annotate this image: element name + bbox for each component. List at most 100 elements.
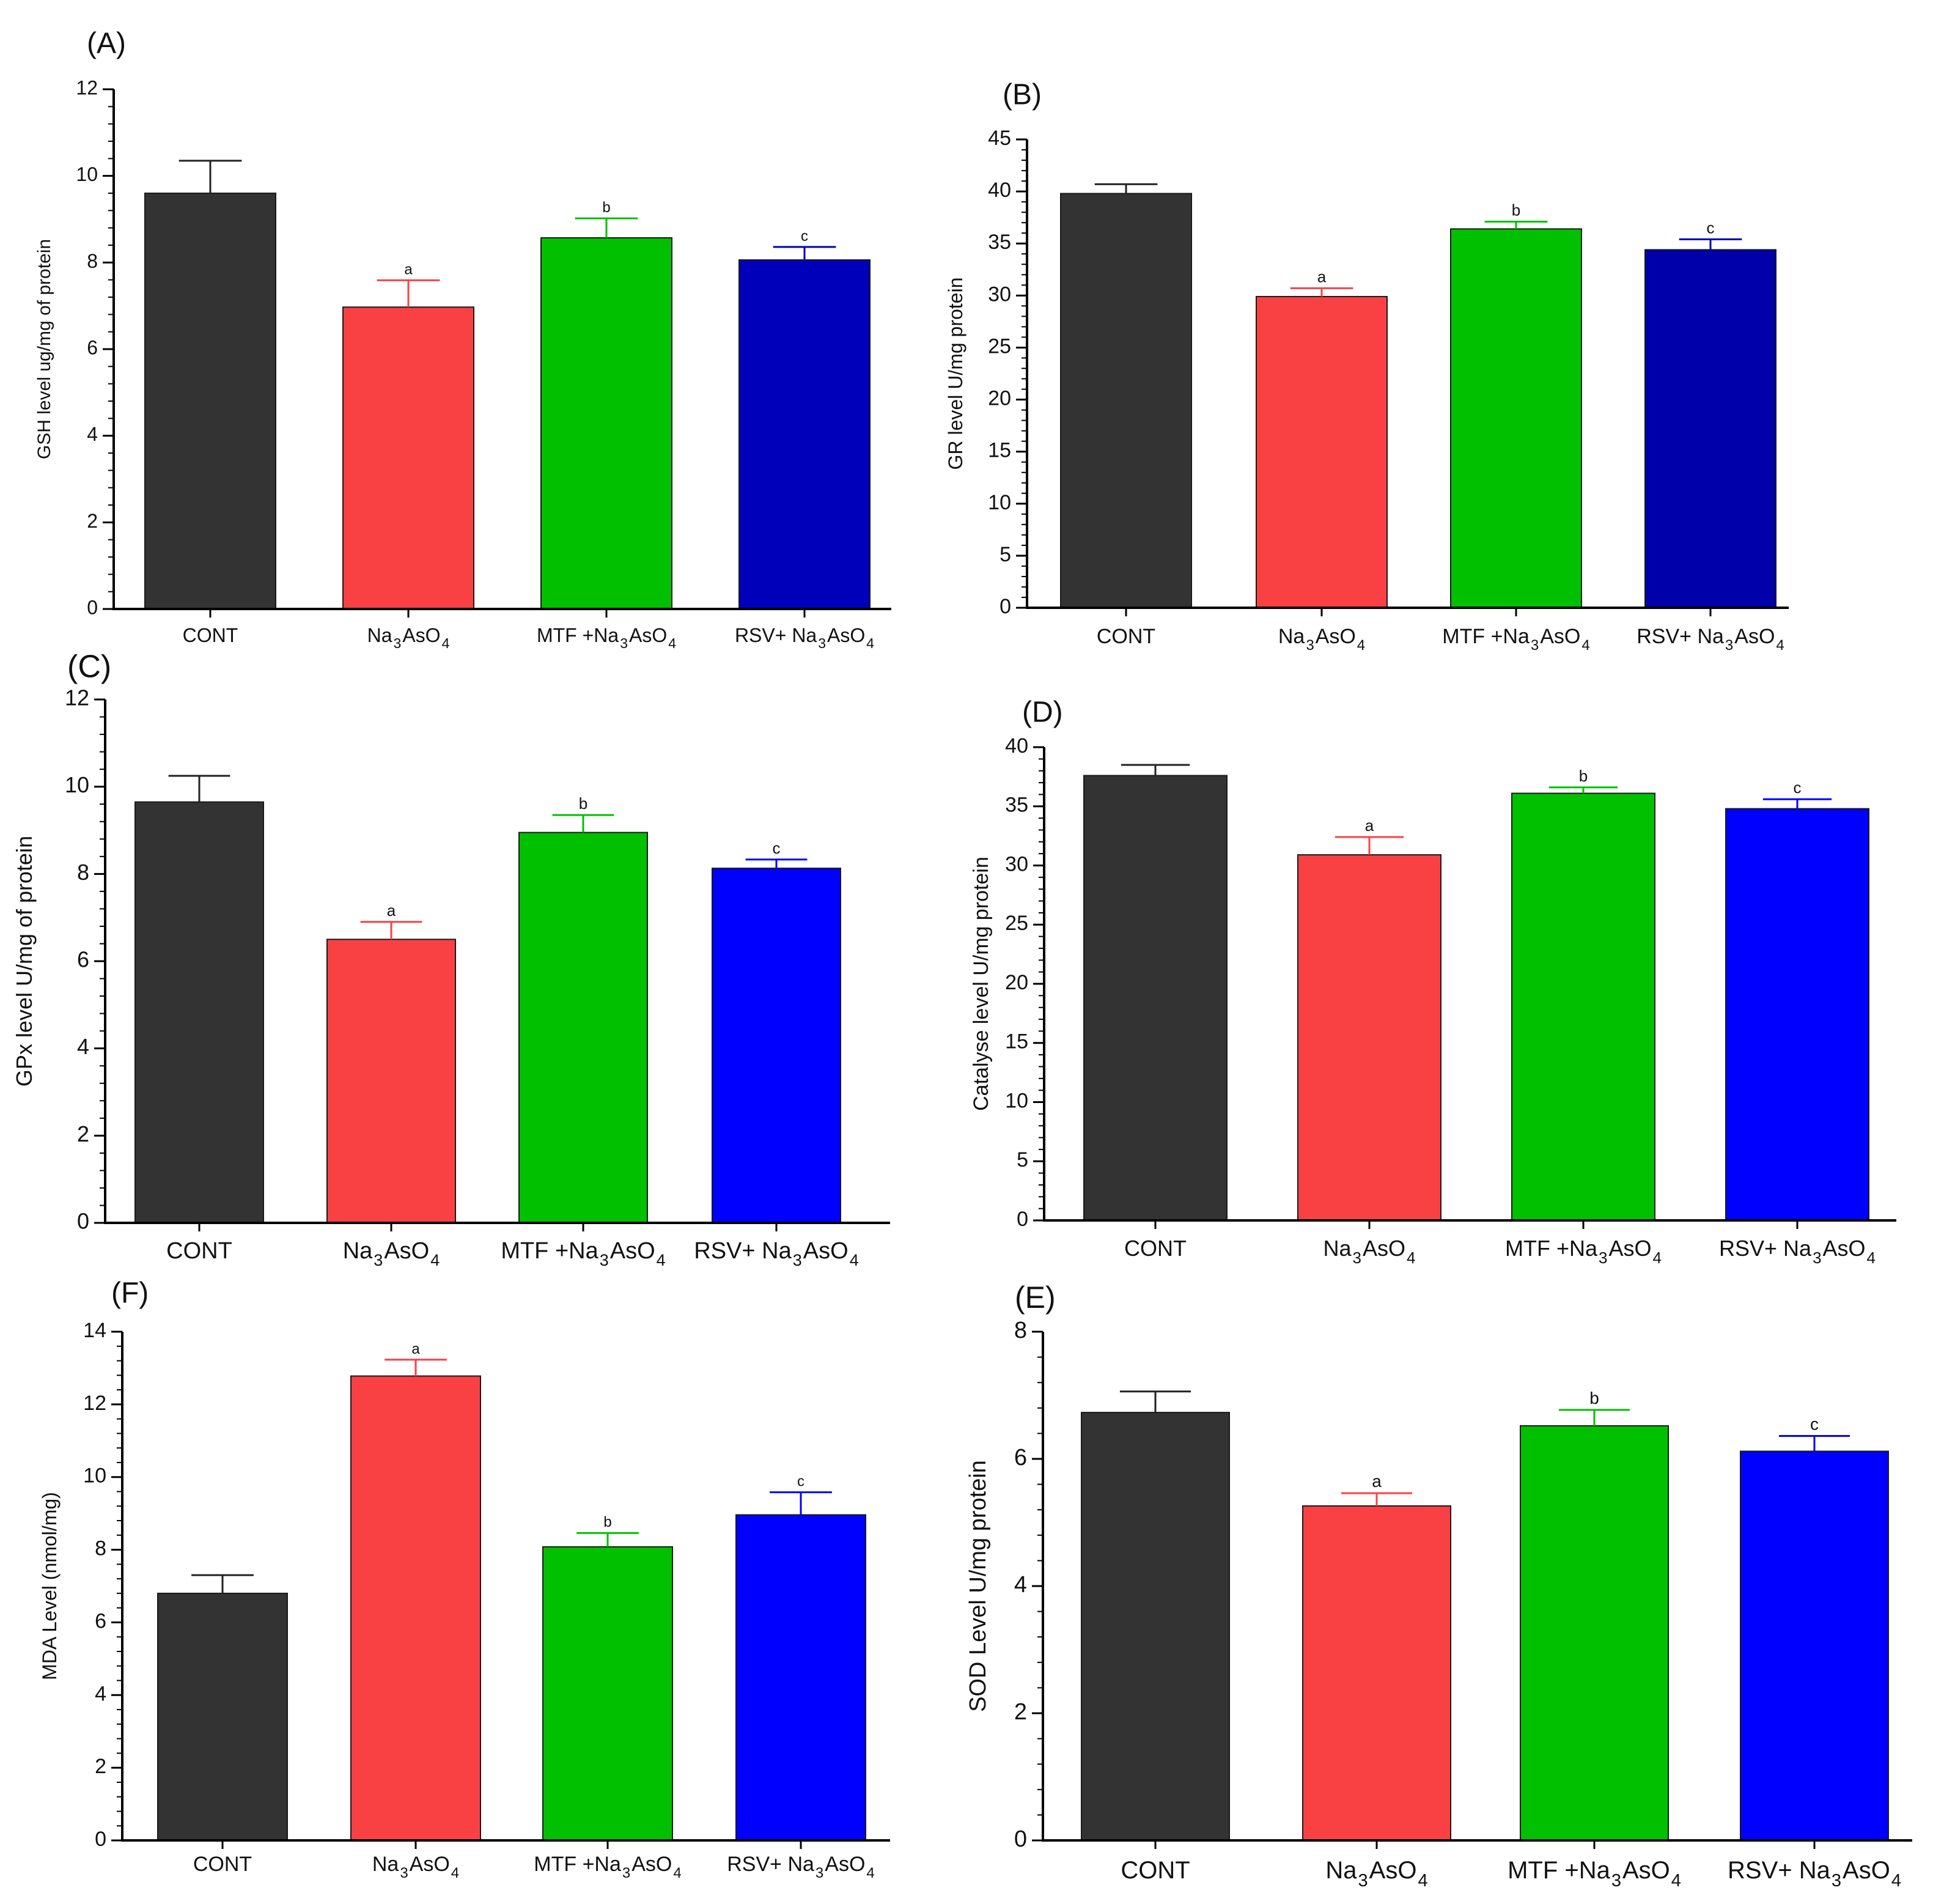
- x-tick-label: MTF +Na3AsO4: [537, 624, 676, 651]
- y-tick-label: 25: [1005, 912, 1028, 935]
- bar: [350, 1375, 481, 1842]
- panel-f: (E) a b c 0 2 4 6 8 CONT Na3AsO4 MTF +Na3AsO4 RSV+ N…: [965, 1280, 1912, 1891]
- x-tick-label: Na3AsO4: [1278, 625, 1365, 654]
- panel-label: (F): [111, 1277, 149, 1310]
- y-tick-label: 0: [95, 1828, 106, 1851]
- x-tick-label: Na3AsO4: [372, 1853, 459, 1881]
- panel-c: (C) a b c 0 2 4 6 8 10 12 CONT Na3AsO4 MTF +Na3AsO4 RS…: [12, 649, 890, 1269]
- y-tick-label: 35: [988, 231, 1011, 254]
- y-tick-label: 8: [87, 250, 98, 272]
- y-tick-label: 5: [1017, 1148, 1028, 1172]
- x-tick-label: MTF +Na3AsO4: [534, 1853, 681, 1881]
- x-tick-label: Na3AsO4: [1324, 1236, 1416, 1267]
- x-tick-label: MTF +Na3AsO4: [1508, 1857, 1681, 1891]
- y-tick-label: 10: [83, 1464, 106, 1488]
- significance-label: a: [404, 261, 413, 278]
- y-tick-label: 10: [76, 163, 98, 185]
- y-tick-label: 2: [1014, 1699, 1027, 1725]
- y-tick-label: 8: [95, 1537, 106, 1560]
- y-axis-title: SOD Level U/mg protein: [965, 1460, 991, 1712]
- y-tick-label: 0: [1014, 1826, 1027, 1852]
- significance-label: b: [579, 794, 587, 813]
- bar: [1450, 228, 1582, 608]
- y-tick-label: 4: [95, 1682, 106, 1705]
- y-axis-title: Catalyse level U/mg protein: [970, 857, 993, 1111]
- y-tick-label: 4: [87, 423, 98, 445]
- significance-label: a: [411, 1341, 420, 1357]
- y-tick-label: 10: [65, 772, 89, 797]
- bar: [144, 193, 276, 610]
- bar: [1511, 792, 1655, 1221]
- bar: [542, 1546, 673, 1841]
- y-tick-label: 10: [1005, 1089, 1028, 1112]
- bar: [1060, 193, 1192, 608]
- y-tick-label: 6: [95, 1609, 106, 1633]
- bar: [1256, 296, 1388, 608]
- bar: [1740, 1450, 1889, 1841]
- significance-label: b: [1589, 1389, 1599, 1408]
- x-tick-label: Na3AsO4: [367, 624, 450, 651]
- y-tick-label: 0: [1017, 1208, 1028, 1231]
- y-tick-label: 4: [77, 1034, 89, 1059]
- bar: [735, 1514, 866, 1841]
- bar: [1081, 1412, 1230, 1842]
- significance-label: a: [387, 901, 396, 920]
- x-tick-label: RSV+ Na3AsO4: [1719, 1236, 1876, 1267]
- bar: [157, 1592, 288, 1842]
- bar: [738, 259, 871, 610]
- significance-label: b: [603, 1514, 611, 1530]
- panel-label: (B): [1003, 79, 1042, 111]
- bar: [1520, 1425, 1669, 1841]
- y-axis-title: GSH level ug/mg of protein: [34, 239, 54, 459]
- panel-label: (A): [87, 28, 126, 60]
- significance-label: b: [602, 199, 610, 216]
- bar: [712, 868, 841, 1224]
- y-tick-label: 2: [95, 1755, 106, 1778]
- y-tick-label: 2: [77, 1121, 89, 1146]
- y-tick-label: 8: [1014, 1318, 1027, 1343]
- y-tick-label: 8: [77, 860, 89, 885]
- y-tick-label: 10: [988, 491, 1011, 514]
- panel-label: (C): [67, 649, 111, 685]
- y-tick-label: 0: [1000, 595, 1011, 618]
- bar: [134, 801, 264, 1223]
- y-tick-label: 40: [988, 179, 1011, 202]
- panel-label: (D): [1022, 696, 1063, 729]
- x-tick-label: MTF +Na3AsO4: [501, 1238, 665, 1269]
- y-tick-label: 20: [988, 387, 1011, 410]
- bar: [342, 306, 474, 610]
- significance-label: a: [1317, 267, 1327, 286]
- significance-label: b: [1579, 767, 1588, 785]
- bar: [540, 237, 672, 610]
- y-tick-label: 12: [76, 76, 98, 98]
- bar: [1297, 854, 1441, 1221]
- x-tick-label: CONT: [193, 1853, 252, 1876]
- y-tick-label: 6: [1014, 1445, 1027, 1470]
- y-tick-label: 30: [1005, 852, 1028, 876]
- panel-e: (F) a b c 0 2 4 6 8 10 12 14 CONT Na3AsO4 MTF +Na3AsO4…: [39, 1277, 890, 1881]
- bar: [1644, 249, 1776, 608]
- bar: [1302, 1505, 1451, 1841]
- significance-label: c: [773, 839, 781, 857]
- y-tick-label: 15: [1005, 1030, 1028, 1053]
- y-tick-label: 15: [988, 439, 1011, 462]
- x-tick-label: CONT: [1124, 1236, 1187, 1261]
- y-tick-label: 5: [1000, 543, 1011, 566]
- x-tick-label: RSV+ Na3AsO4: [1637, 625, 1784, 654]
- y-axis-title: GPx level U/mg of protein: [12, 836, 37, 1087]
- y-axis-title: MDA Level (nmol/mg): [39, 1492, 61, 1680]
- x-tick-label: MTF +Na3AsO4: [1505, 1236, 1662, 1267]
- x-tick-label: RSV+ Na3AsO4: [727, 1853, 875, 1881]
- x-tick-label: Na3AsO4: [343, 1238, 440, 1269]
- significance-label: a: [1365, 816, 1374, 835]
- significance-label: c: [1810, 1415, 1819, 1434]
- y-tick-label: 20: [1005, 971, 1028, 994]
- x-tick-label: RSV+ Na3AsO4: [694, 1238, 858, 1269]
- panel-a: (A) a b c 0 2 4 6 8 10 12 CONT Na3AsO4 MTF +Na3AsO4 RS…: [34, 28, 891, 651]
- y-axis-title: GR level U/mg protein: [944, 278, 966, 470]
- significance-label: c: [1794, 778, 1802, 797]
- significance-label: b: [1512, 201, 1520, 219]
- bar: [1725, 808, 1869, 1221]
- y-tick-label: 45: [988, 127, 1011, 150]
